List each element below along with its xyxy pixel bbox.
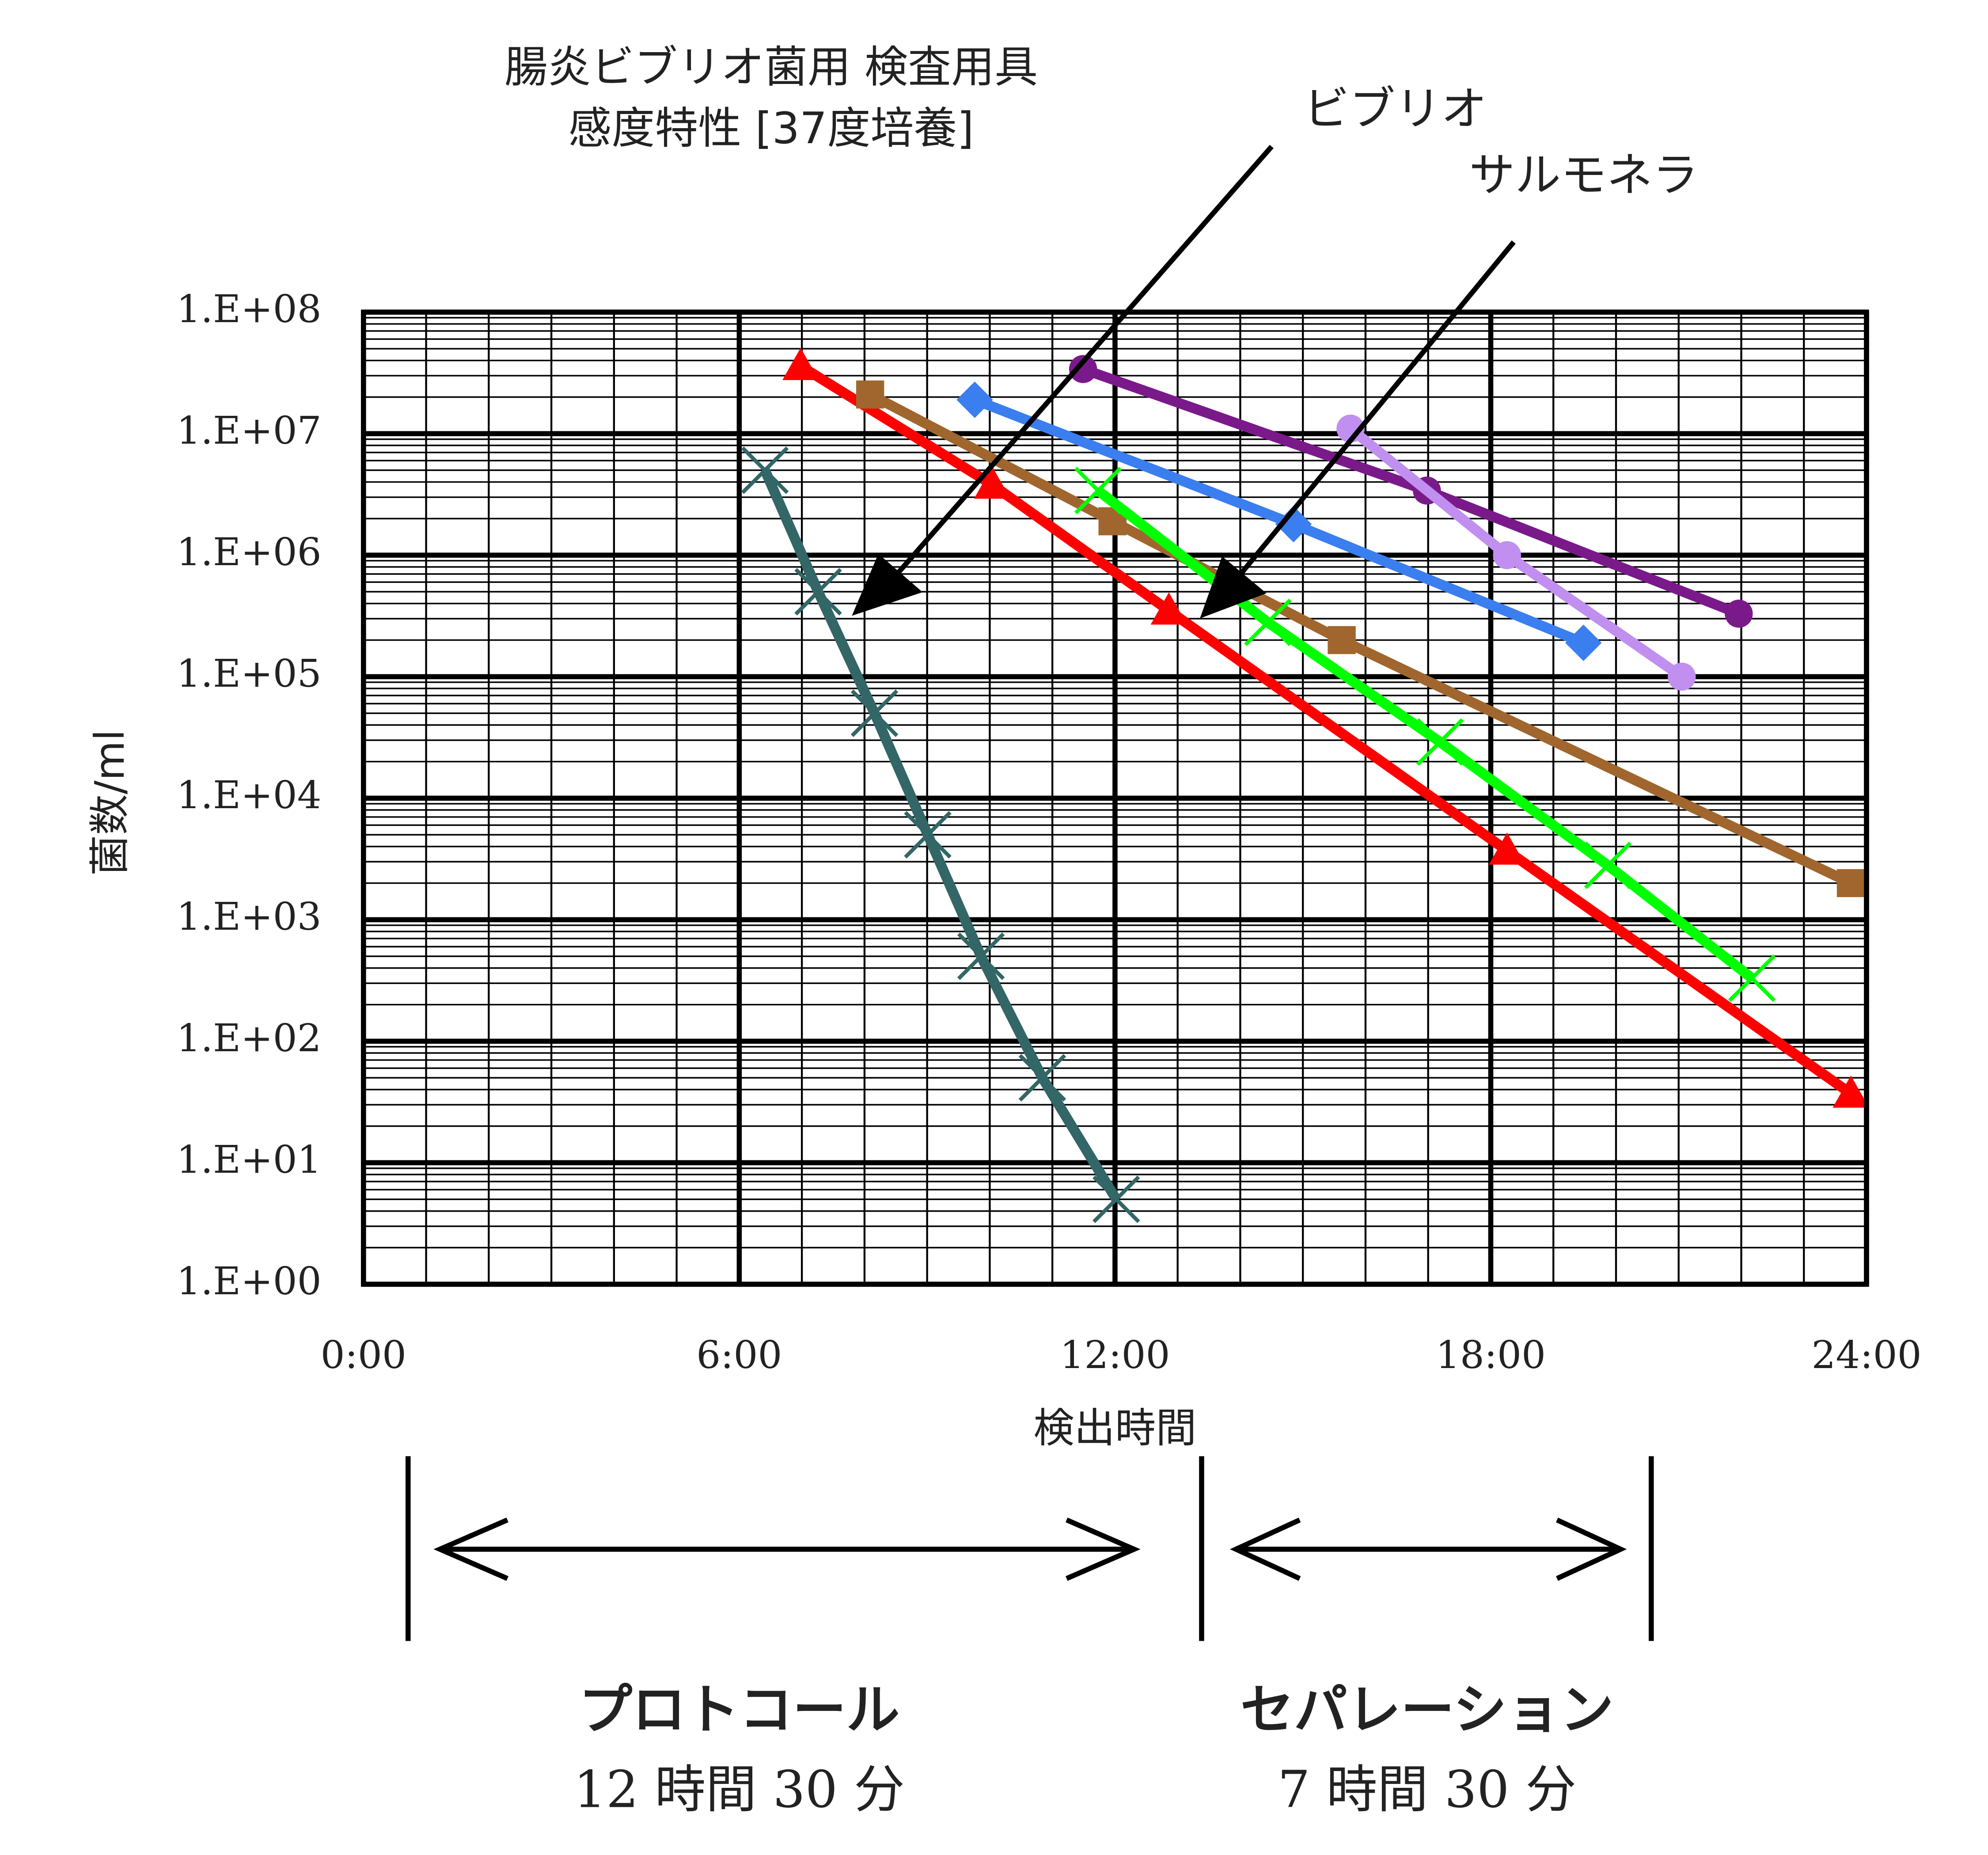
arrow-head (852, 554, 923, 616)
y-tick-label: 1.E+05 (176, 652, 321, 696)
marker (1416, 718, 1464, 766)
annotation: プロトコール (579, 1679, 899, 1741)
marker (904, 811, 952, 859)
y-axis-label: 菌数/ml (86, 730, 133, 876)
span-arrow-head (1555, 1517, 1627, 1581)
x-tick-label: 12:00 (1060, 1333, 1170, 1377)
marker (1092, 1175, 1140, 1223)
marker (1728, 954, 1776, 1002)
x-tick-label: 0:00 (321, 1333, 406, 1377)
arrow-line (1234, 240, 1516, 582)
plot-border (361, 309, 1869, 1287)
arrow-head (1200, 556, 1267, 619)
marker (1328, 626, 1356, 654)
y-tick-label: 1.E+00 (176, 1259, 321, 1304)
arrow-line (890, 144, 1274, 582)
annotation-arrows (852, 144, 1516, 619)
marker (850, 689, 899, 737)
marker (1832, 1075, 1869, 1108)
annotation: 7 時間 30 分 (1278, 1760, 1576, 1820)
marker (1725, 600, 1753, 628)
marker (1668, 662, 1696, 691)
marker (1489, 832, 1525, 865)
plot-area: 1.E+00 1.E+01 1.E+02 1.E+03 1.E+04 1.E+05 1.E+… (176, 287, 1921, 1377)
span-arrow-head (433, 1517, 508, 1581)
marker (794, 568, 842, 616)
span-arrow-head (1230, 1517, 1301, 1581)
marker (1493, 541, 1521, 570)
marker (1275, 506, 1312, 543)
marker (1565, 624, 1602, 661)
annotation: サルモネラ (1469, 149, 1698, 202)
marker (782, 348, 819, 380)
chart-subtitle: 感度特性 [37度培養] (568, 103, 974, 154)
y-tick-label: 1.E+08 (176, 287, 321, 331)
y-tick-label: 1.E+06 (176, 530, 321, 574)
y-tick-label: 1.E+04 (176, 773, 321, 817)
marker (956, 381, 993, 418)
marker (1069, 355, 1097, 383)
annotation: 12 時間 30 分 (574, 1760, 905, 1820)
annotation: ビブリオ (1304, 83, 1487, 136)
marker (957, 932, 1005, 980)
x-tick-label: 18:00 (1436, 1333, 1546, 1377)
span-arrow-head (1066, 1517, 1141, 1581)
y-tick-label: 1.E+03 (176, 895, 321, 939)
annotation: セパレーション (1241, 1679, 1614, 1741)
y-tick-label: 1.E+07 (176, 409, 321, 453)
chart-title: 腸炎ビブリオ菌用 検査用具 (505, 42, 1038, 92)
marker (1018, 1054, 1066, 1102)
marker (1836, 869, 1865, 897)
marker (1150, 592, 1187, 625)
marker (741, 446, 789, 494)
marker (1244, 598, 1292, 646)
marker (856, 380, 884, 409)
marker (974, 466, 1011, 499)
x-tick-label: 24:00 (1811, 1333, 1921, 1377)
x-axis-label: 検出時間 (1033, 1404, 1196, 1452)
span-brackets (405, 1456, 1654, 1641)
x-tick-label: 6:00 (696, 1333, 782, 1377)
marker (1584, 841, 1632, 889)
y-tick-label: 1.E+01 (176, 1138, 321, 1182)
marker (1074, 467, 1122, 515)
y-tick-label: 1.E+02 (176, 1016, 321, 1061)
